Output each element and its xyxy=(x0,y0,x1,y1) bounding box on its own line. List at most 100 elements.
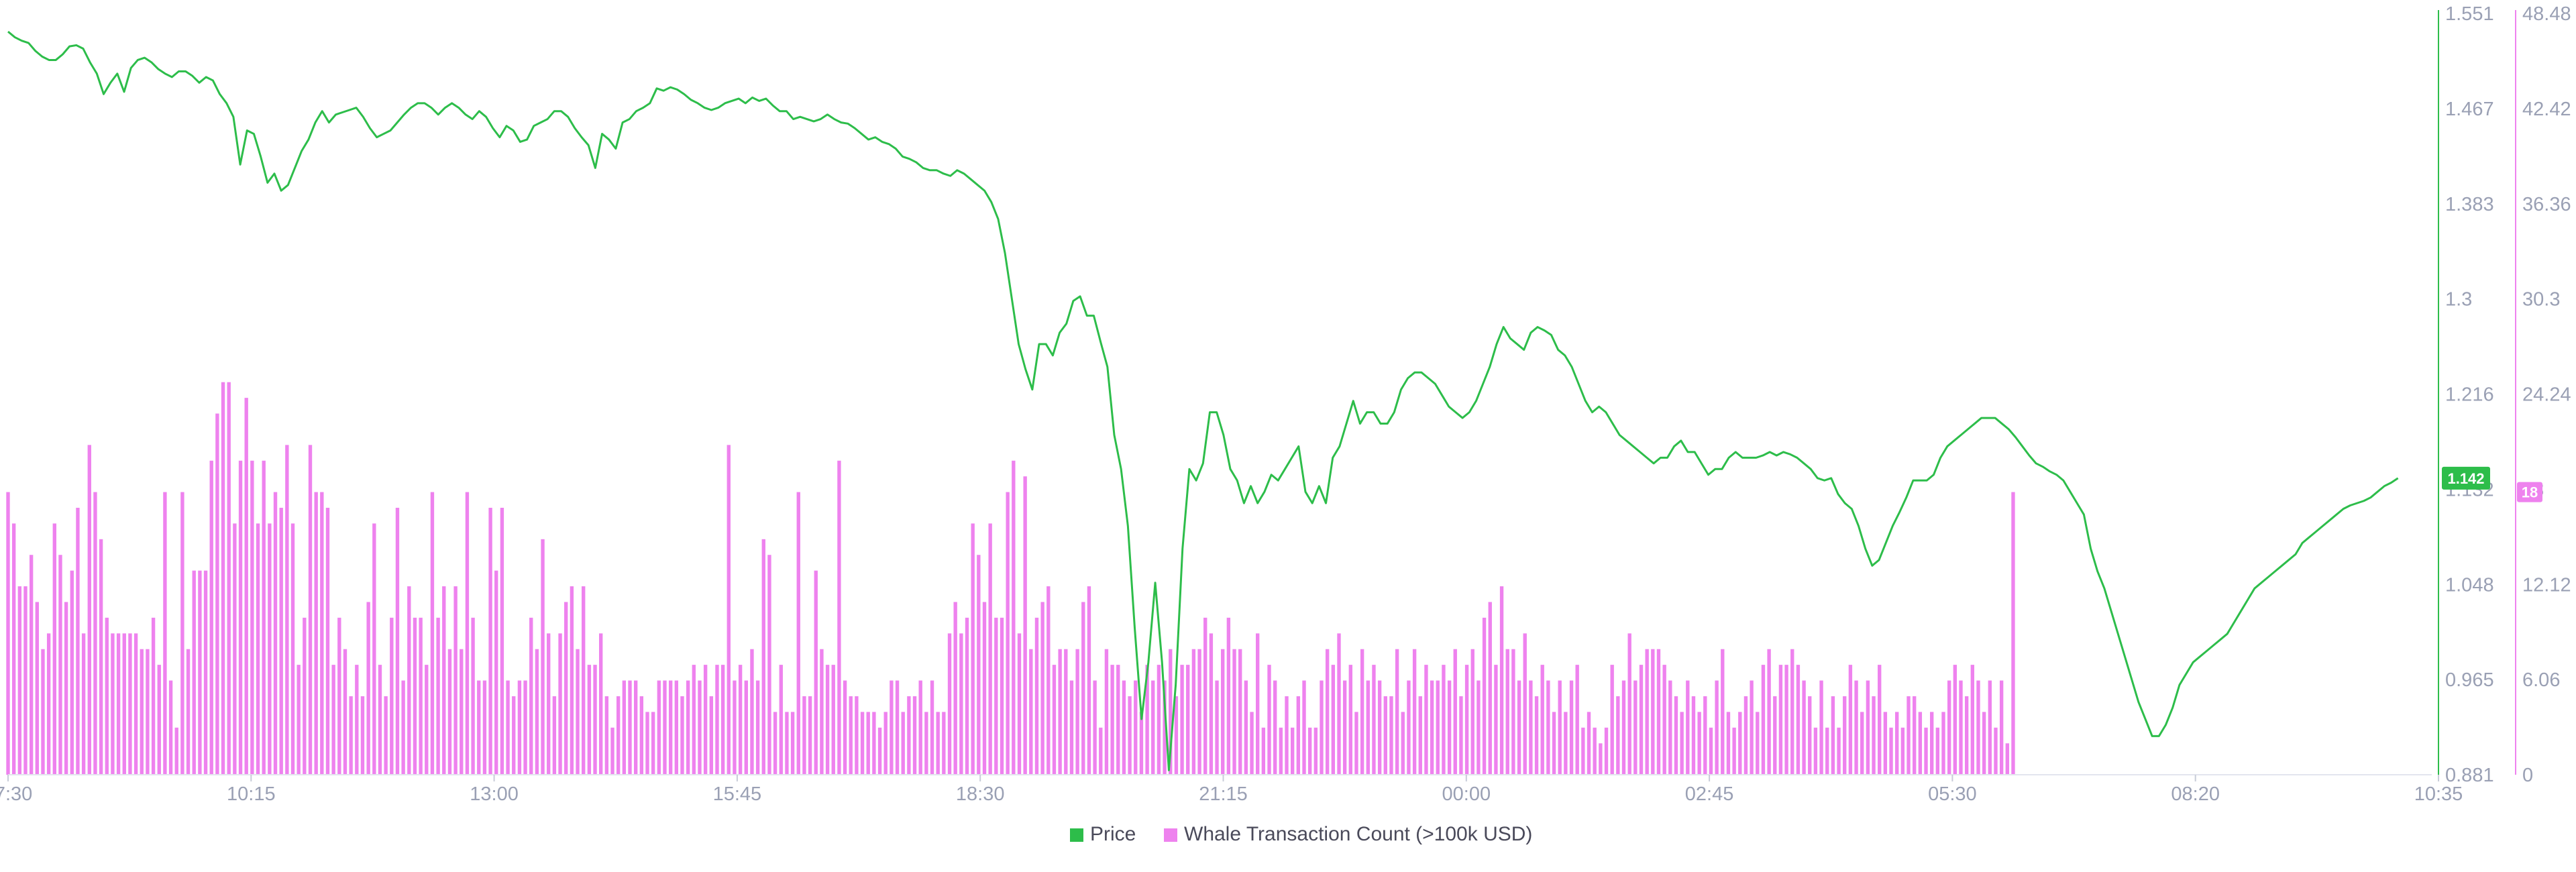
whale-bar xyxy=(686,680,690,775)
whale-bar xyxy=(58,555,62,775)
whale-bar xyxy=(390,617,394,775)
x-tick-label: 07:30 xyxy=(0,783,32,805)
whale-tick-label: 48.48 xyxy=(2522,3,2571,25)
whale-bar xyxy=(460,649,464,775)
whale-bar xyxy=(401,680,405,775)
whale-bar xyxy=(1174,696,1179,775)
whale-bar xyxy=(715,665,719,775)
whale-bar xyxy=(325,508,330,775)
whale-bar xyxy=(436,617,440,775)
whale-bar xyxy=(6,492,10,775)
whale-bar xyxy=(320,492,324,775)
price-tick-label: 1.048 xyxy=(2445,574,2494,596)
whale-bar xyxy=(500,508,504,775)
x-tick-label: 21:15 xyxy=(1199,783,1248,805)
whale-bar xyxy=(1686,680,1690,775)
whale-bar xyxy=(233,523,237,775)
whale-bar xyxy=(343,649,347,775)
whale-bar xyxy=(877,727,882,775)
x-tick-label: 08:20 xyxy=(2171,783,2220,805)
whale-bar xyxy=(1651,649,1655,775)
whale-bar xyxy=(1238,649,1242,775)
whale-bar xyxy=(453,586,458,775)
whale-bar xyxy=(1970,665,1975,775)
whale-bar xyxy=(1564,712,1568,775)
x-tick-label: 13:00 xyxy=(470,783,519,805)
legend-label: Whale Transaction Count (>100k USD) xyxy=(1184,823,1532,845)
whale-bar xyxy=(1878,665,1882,775)
whale-bar xyxy=(337,617,341,775)
x-tick-label: 15:45 xyxy=(713,783,762,805)
whale-bar xyxy=(1825,727,1829,775)
whale-tick-label: 0 xyxy=(2522,765,2533,786)
whale-bar xyxy=(349,696,353,775)
whale-bar xyxy=(1953,665,1957,775)
whale-bar xyxy=(1994,727,1998,775)
whale-bar xyxy=(1401,712,1405,775)
whale-bar xyxy=(1599,743,1603,775)
whale-bar xyxy=(1075,649,1079,775)
whale-bar xyxy=(180,492,184,775)
whale-bar xyxy=(564,602,568,775)
whale-bar xyxy=(1383,696,1387,775)
x-tick-label: 18:30 xyxy=(956,783,1005,805)
legend: Price Whale Transaction Count (>100k USD) xyxy=(1070,823,1532,845)
whale-bar xyxy=(1587,712,1591,775)
whale-bar xyxy=(372,523,376,775)
whale-bar xyxy=(1860,712,1864,775)
whale-bar xyxy=(1285,696,1289,775)
whale-bar xyxy=(645,712,649,775)
whale-bar xyxy=(81,633,86,775)
whale-tick-label: 42.42 xyxy=(2522,99,2571,120)
whale-bar xyxy=(1360,649,1364,775)
whale-bar xyxy=(384,696,388,775)
whale-bar xyxy=(1151,680,1155,775)
whale-bar xyxy=(604,696,609,775)
whale-bar xyxy=(1517,680,1521,775)
whale-bar xyxy=(52,523,56,775)
whale-bar xyxy=(814,570,818,775)
whale-bar xyxy=(168,680,173,775)
whale-bar xyxy=(912,696,917,775)
whale-bar xyxy=(1203,617,1208,775)
whale-bar xyxy=(290,523,295,775)
whale-bar xyxy=(447,649,452,775)
whale-bar xyxy=(1267,665,1271,775)
whale-bar xyxy=(1680,712,1684,775)
whale-bar xyxy=(616,696,621,775)
whale-bar xyxy=(779,665,783,775)
price-line xyxy=(7,30,2399,771)
whale-bar xyxy=(1436,680,1440,775)
whale-bar xyxy=(1796,665,1801,775)
whale-bar xyxy=(11,523,16,775)
whale-bar xyxy=(651,712,655,775)
whale-bar xyxy=(529,617,533,775)
whale-bar xyxy=(1715,680,1719,775)
whale-bar xyxy=(866,712,870,775)
whale-bar xyxy=(303,617,307,775)
whale-bar xyxy=(1790,649,1794,775)
whale-bar xyxy=(593,665,597,775)
whale-current-value: 18 xyxy=(2522,484,2538,501)
whale-bar xyxy=(738,665,743,775)
whale-bar xyxy=(1290,727,1295,775)
whale-bar xyxy=(907,696,911,775)
whale-bar xyxy=(273,492,278,775)
whale-bar xyxy=(1784,665,1788,775)
whale-bar xyxy=(1430,680,1434,775)
whale-bar xyxy=(1819,680,1823,775)
whale-bar xyxy=(1354,712,1358,775)
whale-bar xyxy=(76,508,80,775)
whale-bar xyxy=(622,680,627,775)
whale-bar xyxy=(1331,665,1336,775)
whale-bar xyxy=(773,712,777,775)
legend-label: Price xyxy=(1090,823,1136,845)
whale-bar xyxy=(663,680,667,775)
whale-bar xyxy=(1389,696,1393,775)
whale-bar xyxy=(46,633,51,775)
whale-tick-label: 6.06 xyxy=(2522,669,2560,691)
whale-bar xyxy=(750,649,754,775)
whale-bar xyxy=(1900,727,1905,775)
whale-bar xyxy=(1273,680,1277,775)
whale-bar xyxy=(872,712,876,775)
